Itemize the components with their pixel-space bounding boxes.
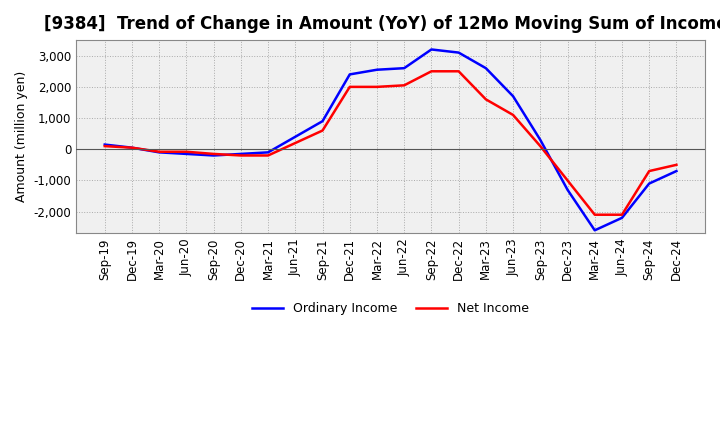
Net Income [210, 151, 218, 157]
Net Income [536, 143, 544, 149]
Ordinary Income [182, 151, 191, 157]
Ordinary Income [210, 153, 218, 158]
Net Income [346, 84, 354, 89]
Ordinary Income [127, 145, 136, 150]
Net Income [509, 112, 518, 117]
Ordinary Income [509, 94, 518, 99]
Ordinary Income [155, 150, 163, 155]
Title: [9384]  Trend of Change in Amount (YoY) of 12Mo Moving Sum of Incomes: [9384] Trend of Change in Amount (YoY) o… [44, 15, 720, 33]
Ordinary Income [100, 142, 109, 147]
Y-axis label: Amount (million yen): Amount (million yen) [15, 71, 28, 202]
Net Income [454, 69, 463, 74]
Net Income [482, 97, 490, 102]
Net Income [590, 212, 599, 217]
Legend: Ordinary Income, Net Income: Ordinary Income, Net Income [247, 297, 534, 320]
Ordinary Income [618, 215, 626, 220]
Net Income [563, 178, 572, 183]
Ordinary Income [482, 66, 490, 71]
Ordinary Income [237, 151, 246, 157]
Line: Net Income: Net Income [104, 71, 676, 215]
Ordinary Income [645, 181, 654, 186]
Net Income [645, 169, 654, 174]
Ordinary Income [400, 66, 408, 71]
Ordinary Income [318, 118, 327, 124]
Net Income [155, 149, 163, 154]
Ordinary Income [563, 187, 572, 192]
Ordinary Income [373, 67, 382, 72]
Ordinary Income [590, 227, 599, 233]
Ordinary Income [291, 134, 300, 139]
Net Income [100, 143, 109, 149]
Net Income [127, 145, 136, 150]
Net Income [264, 153, 272, 158]
Net Income [672, 162, 680, 168]
Ordinary Income [346, 72, 354, 77]
Net Income [291, 140, 300, 146]
Ordinary Income [264, 150, 272, 155]
Net Income [373, 84, 382, 89]
Ordinary Income [536, 137, 544, 143]
Net Income [237, 153, 246, 158]
Net Income [400, 83, 408, 88]
Line: Ordinary Income: Ordinary Income [104, 49, 676, 230]
Net Income [318, 128, 327, 133]
Net Income [182, 149, 191, 154]
Net Income [427, 69, 436, 74]
Ordinary Income [427, 47, 436, 52]
Ordinary Income [454, 50, 463, 55]
Ordinary Income [672, 169, 680, 174]
Net Income [618, 212, 626, 217]
